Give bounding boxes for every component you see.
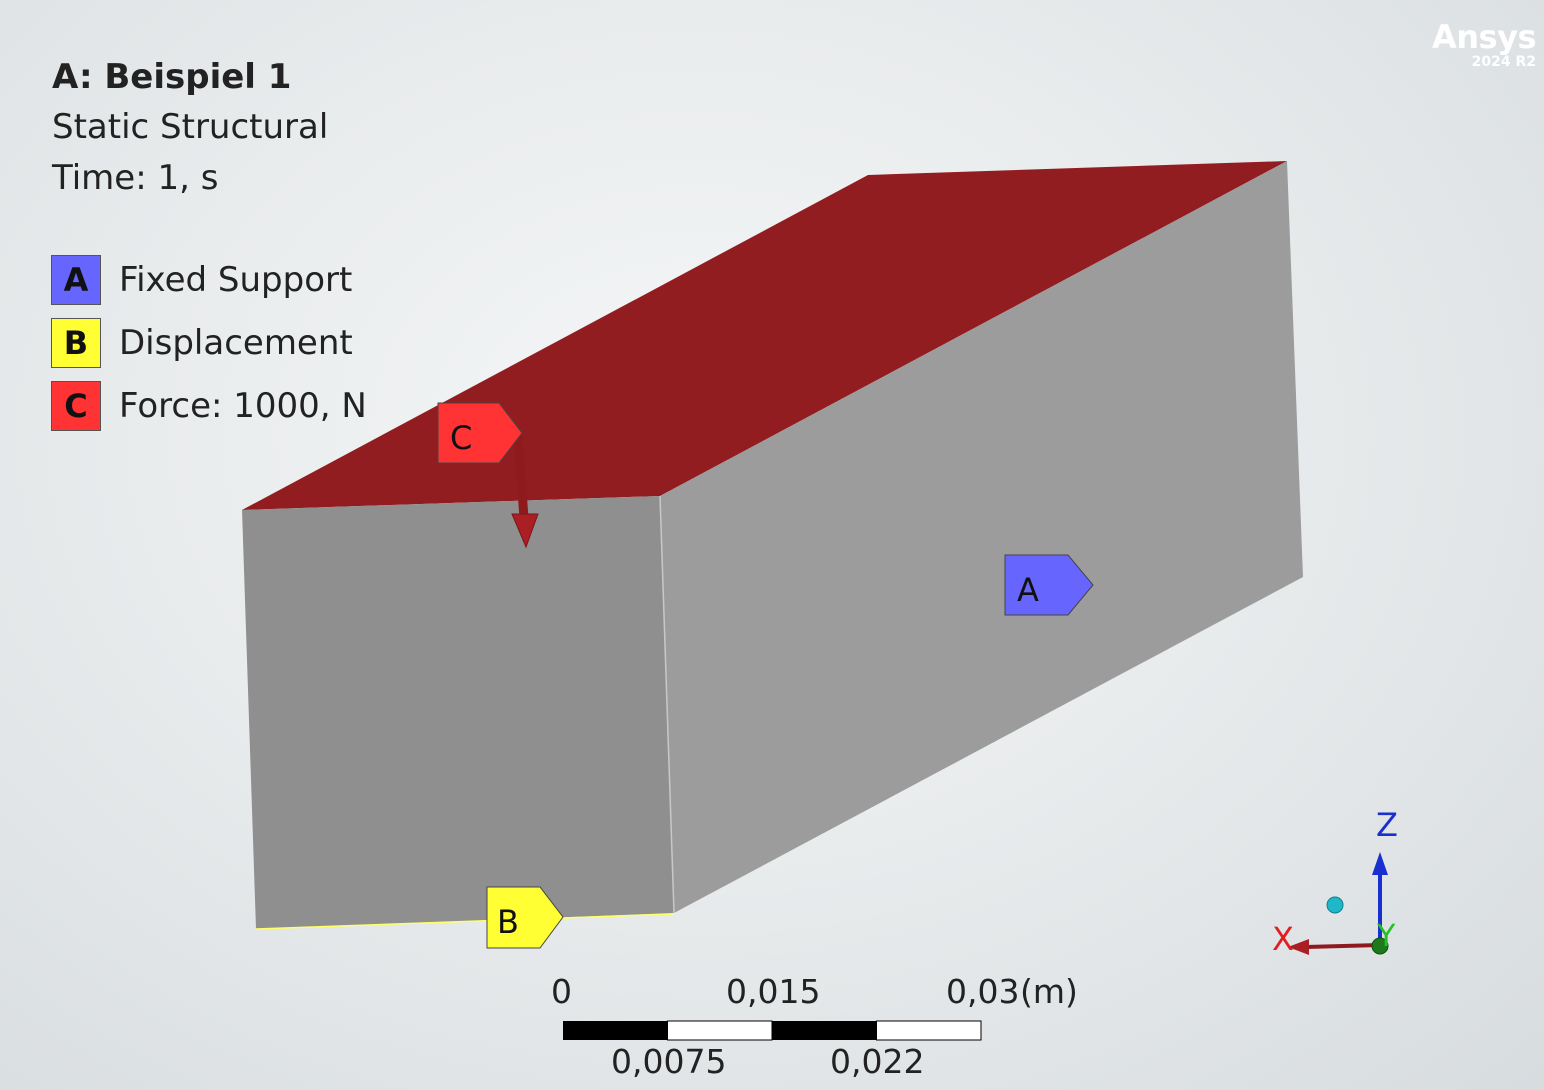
legend-swatch-b: B [51, 318, 101, 368]
analysis-header: A: Beispiel 1 Static Structural Time: 1,… [52, 52, 328, 204]
tag-fixed-support-label: A [1017, 571, 1039, 609]
tag-displacement[interactable]: B [486, 886, 564, 949]
side-face[interactable] [660, 161, 1303, 913]
tag-force-label: C [450, 419, 472, 457]
legend-label-displacement: Displacement [119, 323, 353, 363]
front-edge-vertical [659, 495, 675, 914]
scale-label-0-0075: 0,0075 [611, 1042, 727, 1081]
legend-label-fixed-support: Fixed Support [119, 260, 353, 300]
tag-fixed-support[interactable]: A [1004, 554, 1094, 616]
scale-label-0-022: 0,022 [830, 1042, 925, 1081]
tag-force[interactable]: C [437, 402, 523, 464]
triad-x-label: X [1272, 920, 1294, 958]
tag-displacement-label: B [497, 903, 519, 941]
model-body[interactable] [242, 161, 1303, 930]
scale-label-0-03: 0,03 [946, 972, 1020, 1011]
legend-swatch-c: C [51, 381, 101, 431]
scale-label-0-015: 0,015 [726, 972, 821, 1011]
scale-bar [563, 1020, 982, 1041]
force-arrow [511, 435, 539, 549]
scale-unit: (m) [1020, 972, 1078, 1011]
triad-z-label: Z [1376, 806, 1398, 844]
front-face[interactable] [242, 496, 674, 929]
scale-label-0: 0 [551, 972, 572, 1011]
coordinate-triad[interactable]: Z X Y [1272, 806, 1398, 958]
legend-label-force: Force: 1000, N [119, 386, 367, 426]
displacement-edge-highlight [255, 913, 675, 930]
triad-y-label: Y [1376, 919, 1396, 954]
analysis-type: Static Structural [52, 107, 329, 147]
legend-swatch-a: A [51, 255, 101, 305]
analysis-time: Time: 1, s [52, 158, 219, 198]
brand-name: Ansys [1432, 18, 1537, 56]
brand-version: 2024 R2 [1471, 54, 1536, 70]
ansys-logo: Ansys 2024 R2 [1432, 18, 1537, 70]
analysis-title: A: Beispiel 1 [52, 57, 292, 97]
